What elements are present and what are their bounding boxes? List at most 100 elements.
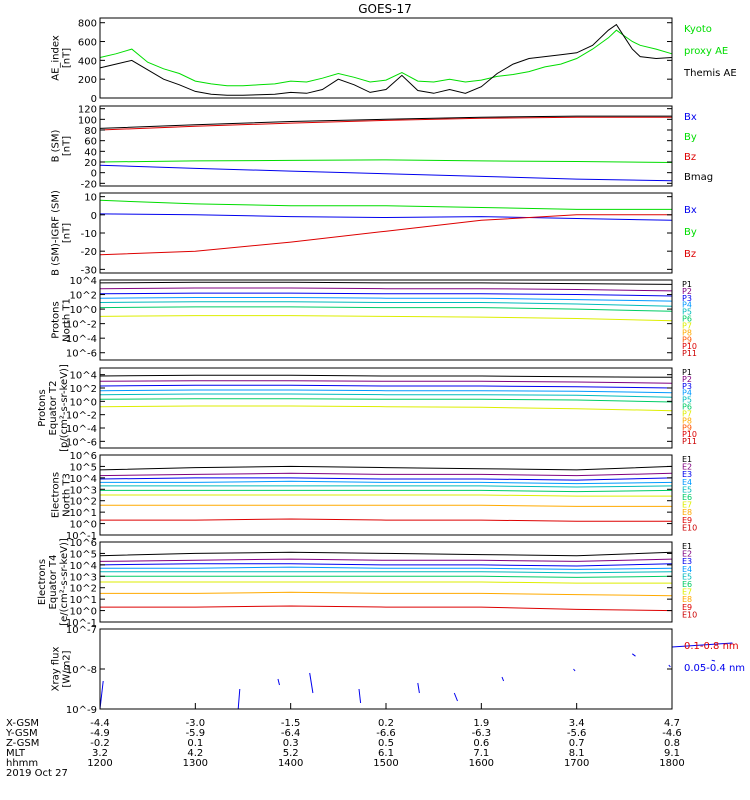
- legend-et3-e3: E3: [682, 470, 692, 479]
- y-axis-label: Electrons: [37, 559, 48, 605]
- legend-pt2-p10: P10: [682, 430, 697, 439]
- axis-row-value: -4.9: [90, 728, 110, 739]
- series-bigrf-by: [99, 199, 672, 210]
- legend-et3-e2: E2: [682, 463, 692, 472]
- series-xray-0-05-0-4-nm-segment: [309, 672, 314, 694]
- legend-pt1-p5: P5: [682, 308, 692, 317]
- y-tick-label: 10^0: [70, 397, 97, 408]
- y-tick-label: 60: [84, 137, 97, 148]
- panel-frame: [99, 541, 673, 623]
- y-tick-label: 10^0: [70, 607, 97, 618]
- legend-bigrf-bz: Bz: [684, 249, 696, 260]
- y-axis-label: [nT]: [62, 223, 73, 243]
- axis-row-value: -1.5: [281, 718, 301, 729]
- series-et4-e5: [100, 571, 673, 574]
- y-tick-label: 80: [84, 126, 97, 137]
- legend-et4-e2: E2: [682, 550, 692, 559]
- legend-et4-e5: E5: [682, 572, 692, 581]
- axis-row-value: 4.7: [664, 718, 680, 729]
- legend-pt2-p8: P8: [682, 416, 692, 425]
- y-axis-label: Electrons: [51, 472, 62, 518]
- y-tick-label: -10: [81, 229, 97, 240]
- y-tick-label: 10^6: [70, 451, 97, 462]
- series-xray-0-05-0-4-nm-segment: [631, 653, 636, 657]
- y-axis-label: B (SM)-IGRF (SM): [51, 190, 62, 276]
- y-tick-label: 10^-6: [66, 349, 97, 360]
- series-pt1-p4: [99, 297, 673, 302]
- axis-row-value: 0.1: [187, 738, 203, 749]
- y-tick-label: 10^-8: [66, 665, 97, 676]
- legend-pt2-p9: P9: [682, 423, 692, 432]
- axis-row-value: -0.2: [90, 738, 110, 749]
- legend-bsm-by: By: [684, 132, 697, 143]
- y-tick-label: 10^-7: [66, 625, 97, 636]
- series-ae-kyoto-proxy-ae: [99, 29, 673, 87]
- y-axis-label: [p/(cm²-s-sr-keV)]: [59, 364, 70, 452]
- y-tick-label: 10^4: [70, 276, 97, 287]
- series-et3-e9: [100, 518, 672, 522]
- legend-pt1-p11: P11: [682, 349, 697, 358]
- panel-et4: 10^610^510^410^310^210^110^010^-1 Electro…: [37, 538, 697, 629]
- y-tick-label: 0: [91, 169, 97, 180]
- axis-row-value: 3.2: [92, 748, 108, 759]
- axis-row-value: 6.1: [378, 748, 394, 759]
- y-tick-label: 10^-6: [66, 437, 97, 448]
- y-axis-label: B (SM): [51, 129, 62, 162]
- legend-ae-proxy-ae: proxy AE: [684, 46, 728, 57]
- axis-row-value: 1600: [469, 758, 494, 769]
- panel-frame: [99, 17, 673, 99]
- legend-bigrf-bx: Bx: [684, 205, 697, 216]
- series-et3-e1: [99, 465, 673, 471]
- series-et4-e2: [99, 558, 673, 562]
- legend-et4-e3: E3: [682, 557, 692, 566]
- time-axis: X-GSM -4.4 -3.0 -1.5 0.2 1.9 3.4 4.7 Y-GSM -4.9 -5…: [5, 703, 685, 779]
- y-tick-label: 10^2: [70, 584, 97, 595]
- series-et4-e6: [100, 575, 673, 578]
- y-tick-label: 10^2: [70, 291, 97, 302]
- axis-row-value: 7.1: [473, 748, 489, 759]
- series-bsm-bx: [99, 164, 673, 182]
- y-tick-label: 10^-1: [66, 618, 97, 629]
- axis-row-label: Y-GSM: [5, 728, 38, 739]
- y-tick-label: 10^-2: [66, 320, 97, 331]
- plot-title: GOES-17: [358, 2, 412, 16]
- axis-row-value: -3.0: [186, 718, 206, 729]
- axis-row-value: -6.3: [472, 728, 492, 739]
- y-tick-label: 10^-9: [66, 705, 97, 716]
- axis-row-value: 0.2: [378, 718, 394, 729]
- y-tick-label: 200: [78, 75, 97, 86]
- series-xray-0-05-0-4-nm-segment: [668, 664, 671, 668]
- y-tick-label: 20: [84, 158, 97, 169]
- series-bigrf-bz: [99, 214, 672, 256]
- y-axis-label: Equator T2: [48, 381, 59, 436]
- y-tick-label: 10^1: [70, 595, 97, 606]
- series-pt1-p2: [99, 287, 673, 292]
- axis-row-value: 8.1: [569, 748, 585, 759]
- legend-et4-e8: E8: [682, 595, 692, 604]
- series-pt1-p6: [99, 306, 673, 312]
- y-tick-label: 0: [91, 211, 97, 222]
- y-tick-label: 10^-2: [66, 411, 97, 422]
- y-tick-label: -30: [81, 265, 97, 276]
- y-tick-label: 10^4: [70, 371, 97, 382]
- axis-row-value: 0.8: [664, 738, 680, 749]
- y-tick-label: -20: [81, 247, 97, 258]
- series-et3-e7: [100, 494, 672, 497]
- legend-xray-0-05-0-4-nm: 0.05-0.4 nm: [684, 663, 745, 674]
- series-et4-e9: [100, 605, 673, 612]
- series-et3-e4: [100, 480, 673, 485]
- series-bsm-by: [99, 159, 673, 163]
- axis-row-value: 5.2: [283, 748, 299, 759]
- panel-bigrf: -30 -20 -10 0 10 B (SM)-IGRF (SM) [nT] Bx By Bz: [51, 190, 697, 276]
- y-axis-label: Xray flux: [51, 647, 62, 692]
- y-tick-label: -20: [81, 179, 97, 190]
- axis-row-value: 1500: [373, 758, 398, 769]
- panel-frame: [99, 279, 673, 361]
- axis-row-value: 0.3: [283, 738, 299, 749]
- axis-row-value: -4.6: [662, 728, 682, 739]
- series-ae-themis-ae: [99, 23, 673, 96]
- y-axis-label: [e/(cm²-s-sr-keV)]: [59, 538, 70, 626]
- series-pt1-p1: [99, 281, 673, 285]
- legend-pt1-p4: P4: [682, 301, 692, 310]
- axis-row-value: 1.9: [473, 718, 489, 729]
